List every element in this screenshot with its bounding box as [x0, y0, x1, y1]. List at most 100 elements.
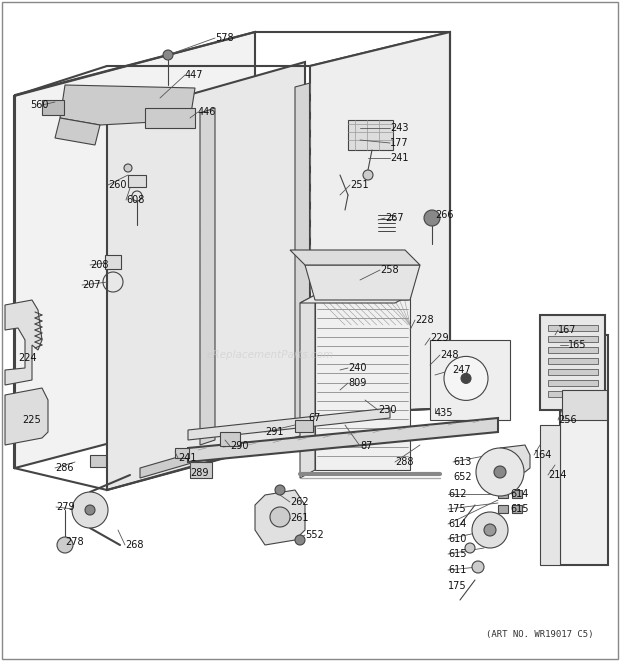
Text: 809: 809 — [348, 378, 366, 388]
Polygon shape — [255, 490, 305, 545]
Circle shape — [163, 50, 173, 60]
Bar — [540, 315, 605, 410]
Polygon shape — [145, 108, 195, 128]
Text: 288: 288 — [395, 457, 414, 467]
Text: 266: 266 — [435, 210, 453, 220]
Text: 267: 267 — [385, 213, 404, 223]
Circle shape — [363, 170, 373, 180]
Polygon shape — [55, 118, 100, 145]
Polygon shape — [5, 388, 48, 445]
Circle shape — [270, 507, 290, 527]
Text: 608: 608 — [126, 195, 144, 205]
Text: 435: 435 — [435, 408, 453, 418]
Bar — [548, 336, 598, 342]
Bar — [540, 425, 560, 565]
Bar — [190, 462, 212, 478]
Polygon shape — [200, 108, 215, 445]
Bar — [512, 490, 522, 498]
Bar — [498, 490, 508, 498]
Text: 87: 87 — [360, 441, 373, 451]
Text: 175: 175 — [448, 581, 467, 591]
Circle shape — [472, 512, 508, 548]
Text: 289: 289 — [190, 468, 208, 478]
Text: 241: 241 — [390, 153, 409, 163]
Text: 615: 615 — [448, 549, 466, 559]
Bar — [90, 455, 106, 467]
Text: 560: 560 — [30, 100, 48, 110]
Circle shape — [494, 466, 506, 478]
Bar — [348, 120, 393, 150]
Circle shape — [484, 524, 496, 536]
Polygon shape — [60, 85, 195, 125]
Text: 262: 262 — [290, 497, 309, 507]
Bar — [128, 175, 146, 187]
Circle shape — [295, 535, 305, 545]
Circle shape — [57, 537, 73, 553]
Polygon shape — [188, 418, 498, 462]
Bar — [548, 391, 598, 397]
Text: 164: 164 — [534, 450, 552, 460]
Polygon shape — [140, 452, 195, 478]
Text: 260: 260 — [108, 180, 126, 190]
Text: 578: 578 — [215, 33, 234, 43]
Text: 261: 261 — [290, 513, 309, 523]
Text: 225: 225 — [22, 415, 41, 425]
Bar — [548, 325, 598, 331]
Bar — [220, 432, 240, 446]
Text: 256: 256 — [558, 415, 577, 425]
Polygon shape — [310, 32, 450, 415]
Bar — [548, 347, 598, 353]
Text: 268: 268 — [125, 540, 143, 550]
Bar — [175, 448, 189, 458]
Bar — [512, 505, 522, 513]
Text: 177: 177 — [390, 138, 409, 148]
Bar — [105, 255, 121, 269]
Text: 286: 286 — [55, 463, 74, 473]
Text: 207: 207 — [82, 280, 100, 290]
Circle shape — [472, 561, 484, 573]
Polygon shape — [5, 300, 42, 385]
Circle shape — [424, 210, 440, 226]
Bar — [548, 369, 598, 375]
Bar — [42, 100, 64, 115]
Bar — [548, 380, 598, 386]
Text: 228: 228 — [415, 315, 433, 325]
Text: 610: 610 — [448, 534, 466, 544]
Text: 208: 208 — [90, 260, 108, 270]
Text: 243: 243 — [390, 123, 409, 133]
Text: 614: 614 — [448, 519, 466, 529]
Text: 552: 552 — [305, 530, 324, 540]
Text: 240: 240 — [348, 363, 366, 373]
Polygon shape — [107, 62, 305, 490]
Circle shape — [275, 485, 285, 495]
Text: 67: 67 — [308, 413, 321, 423]
Polygon shape — [15, 32, 255, 468]
Text: 290: 290 — [230, 441, 249, 451]
Text: 615: 615 — [510, 504, 528, 514]
Circle shape — [72, 492, 108, 528]
Bar — [295, 420, 313, 432]
Polygon shape — [188, 408, 390, 440]
Polygon shape — [295, 83, 310, 420]
Text: 248: 248 — [440, 350, 459, 360]
Text: 652: 652 — [453, 472, 472, 482]
Text: 258: 258 — [380, 265, 399, 275]
Text: 224: 224 — [18, 353, 37, 363]
Circle shape — [465, 543, 475, 553]
Text: 279: 279 — [56, 502, 74, 512]
Circle shape — [85, 505, 95, 515]
Polygon shape — [305, 265, 420, 300]
Bar — [315, 295, 410, 470]
Polygon shape — [290, 250, 420, 265]
Bar — [498, 505, 508, 513]
Polygon shape — [300, 295, 410, 303]
Text: 612: 612 — [448, 489, 466, 499]
Circle shape — [124, 164, 132, 172]
Text: 614: 614 — [510, 489, 528, 499]
Text: 230: 230 — [378, 405, 397, 415]
Text: 447: 447 — [185, 70, 203, 80]
Text: 251: 251 — [350, 180, 369, 190]
Text: eReplacementParts.com: eReplacementParts.com — [206, 350, 334, 360]
Text: 278: 278 — [65, 537, 84, 547]
Text: (ART NO. WR19017 C5): (ART NO. WR19017 C5) — [486, 631, 594, 639]
